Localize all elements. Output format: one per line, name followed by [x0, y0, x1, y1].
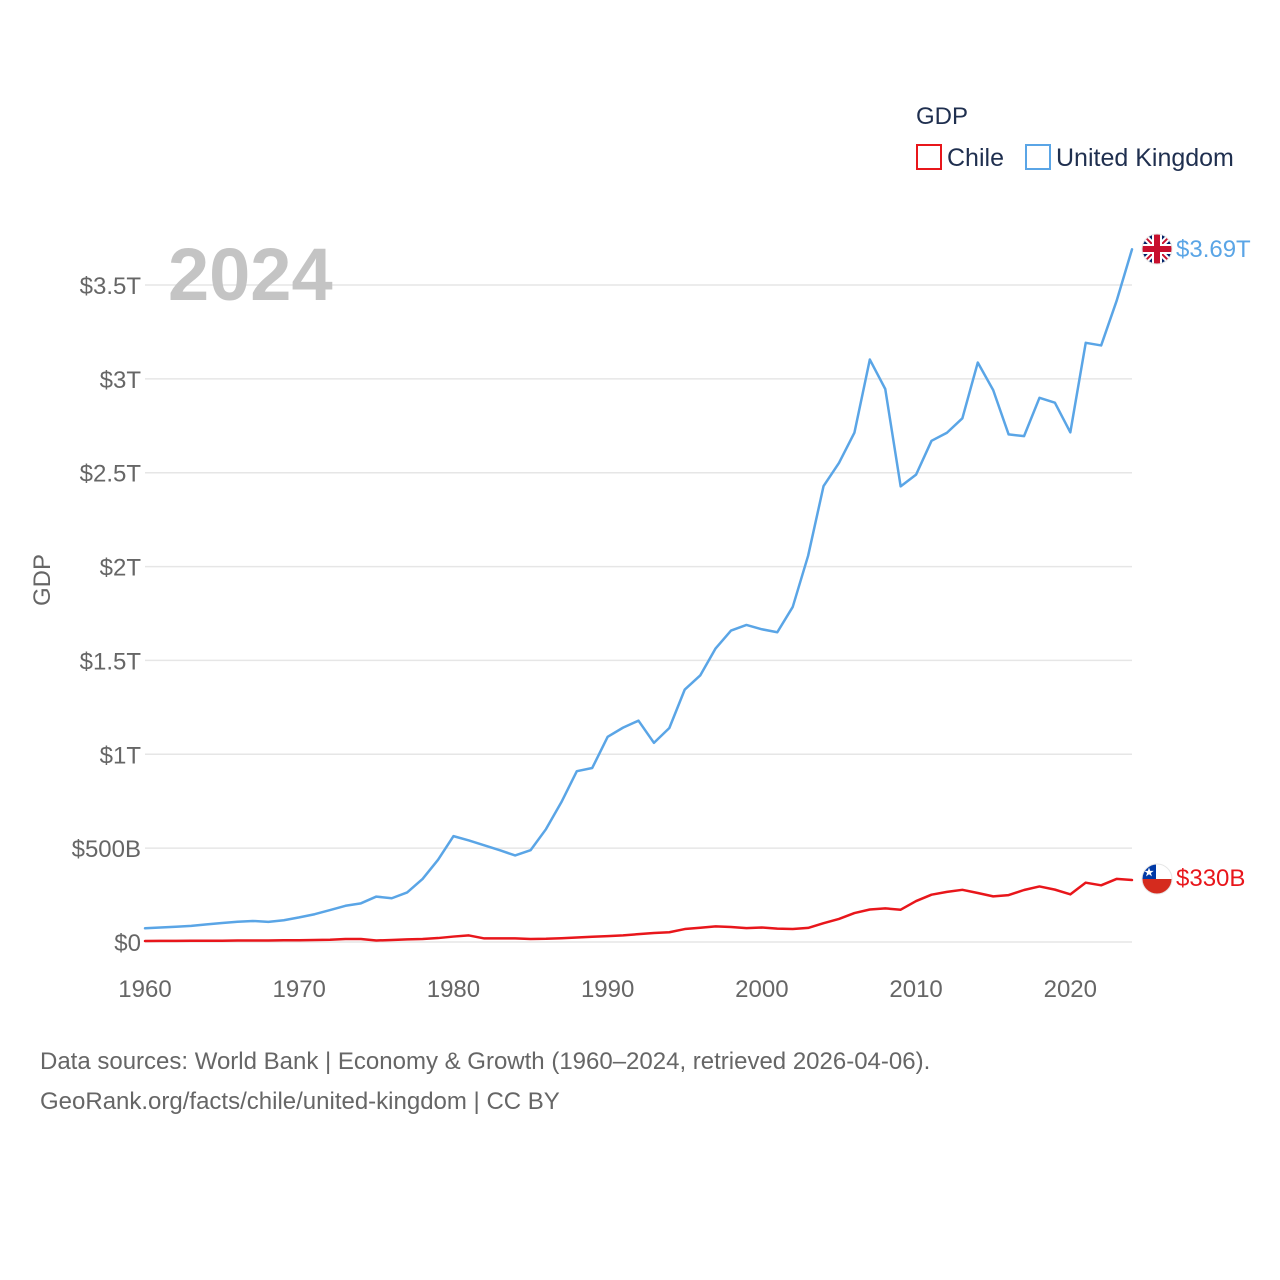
y-axis-ticks: $0 $500B $1T $1.5T $2T $2.5T $3T $3.5T — [72, 273, 142, 957]
end-label-chile: $330B — [1176, 865, 1245, 892]
year-label: 2024 — [168, 233, 333, 316]
legend: GDP Chile United Kingdom — [916, 103, 1234, 172]
gdp-line-chart: $0 $500B $1T $1.5T $2T $2.5T $3T $3.5T 1960 1970… — [29, 103, 1251, 1003]
y-tick-label: $0 — [114, 930, 141, 957]
x-tick-label: 2010 — [889, 976, 942, 1003]
legend-item-chile[interactable]: Chile — [916, 144, 1004, 172]
data-sources-note: Data sources: World Bank | Economy & Gro… — [40, 1048, 931, 1075]
chile-flag-icon — [1141, 863, 1173, 895]
x-tick-label: 2000 — [735, 976, 788, 1003]
uk-flag-icon — [1141, 233, 1173, 265]
y-tick-label: $3T — [100, 367, 142, 394]
y-tick-label: $3.5T — [80, 273, 142, 300]
footer: Data sources: World Bank | Economy & Gro… — [40, 1042, 930, 1122]
x-tick-label: 1990 — [581, 976, 634, 1003]
x-tick-label: 1970 — [273, 976, 326, 1003]
x-tick-label: 2020 — [1044, 976, 1097, 1003]
x-tick-label: 1980 — [427, 976, 480, 1003]
end-label-united-kingdom: $3.69T — [1176, 236, 1251, 263]
legend-item-united-kingdom[interactable]: United Kingdom — [1025, 144, 1234, 172]
legend-label-united-kingdom: United Kingdom — [1056, 144, 1234, 172]
legend-label-chile: Chile — [947, 144, 1004, 172]
source-link[interactable]: GeoRank.org/facts/chile/united-kingdom |… — [40, 1088, 560, 1115]
y-tick-label: $1T — [100, 742, 142, 769]
x-axis-ticks: 1960 1970 1980 1990 2000 2010 2020 — [118, 976, 1097, 1003]
y-axis-label: GDP — [29, 554, 56, 606]
y-tick-label: $2T — [100, 555, 142, 582]
legend-swatch-chile — [916, 144, 942, 170]
series-line-chile — [143, 877, 1134, 943]
y-tick-label: $2.5T — [80, 461, 142, 488]
y-tick-label: $500B — [72, 836, 141, 863]
series-line-united-kingdom — [143, 248, 1134, 930]
x-tick-label: 1960 — [118, 976, 171, 1003]
legend-swatch-united-kingdom — [1025, 144, 1051, 170]
y-tick-label: $1.5T — [80, 648, 142, 675]
legend-title: GDP — [916, 103, 968, 130]
gridlines — [145, 284, 1132, 943]
series-lines — [143, 248, 1134, 943]
